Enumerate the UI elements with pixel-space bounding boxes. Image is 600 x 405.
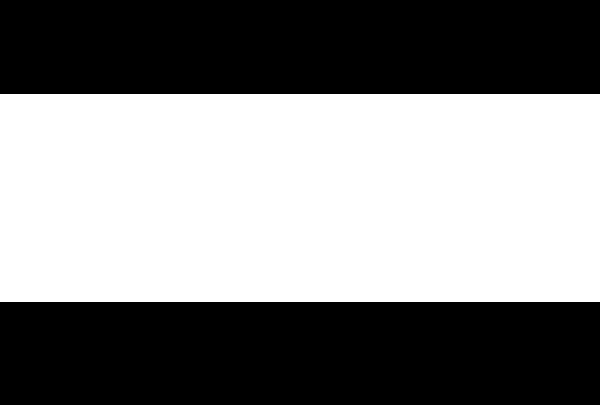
figure-panel: [0, 94, 600, 302]
